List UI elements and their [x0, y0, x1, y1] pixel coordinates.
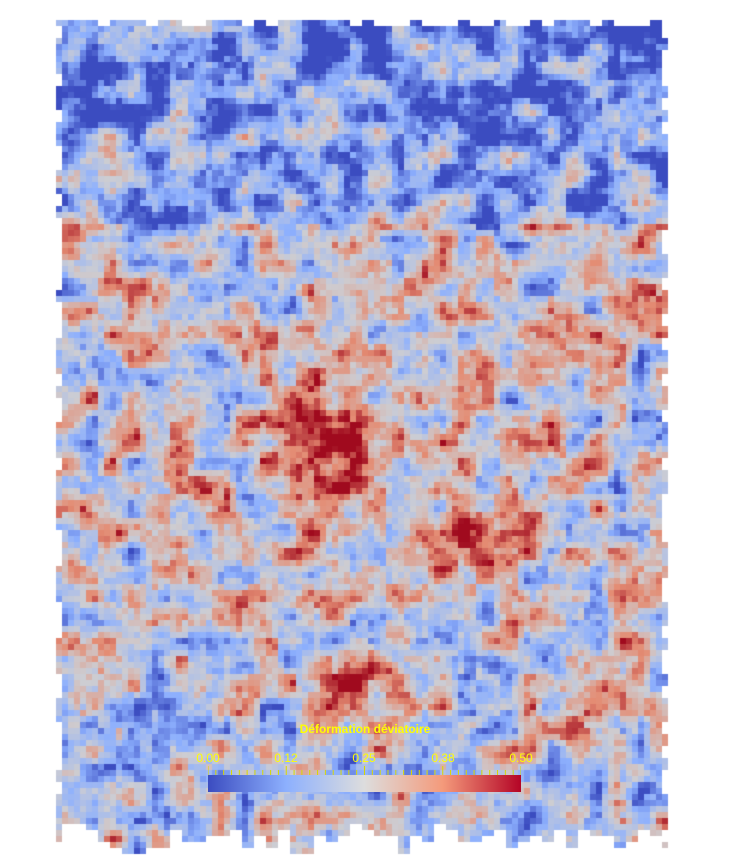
legend-tick-label: 0.12: [274, 751, 298, 765]
legend-tick-label: 0.38: [431, 751, 455, 765]
legend-tick-label: 0.00: [196, 751, 220, 765]
legend-color-bar: [208, 775, 521, 792]
legend-title: Déformation déviatoire: [299, 722, 431, 736]
legend-tick-label: 0.25: [352, 751, 376, 765]
color-legend: Déformation déviatoire 0.00 0.12 0.25 0.…: [180, 720, 550, 800]
legend-tick-label: 0.50: [509, 751, 533, 765]
